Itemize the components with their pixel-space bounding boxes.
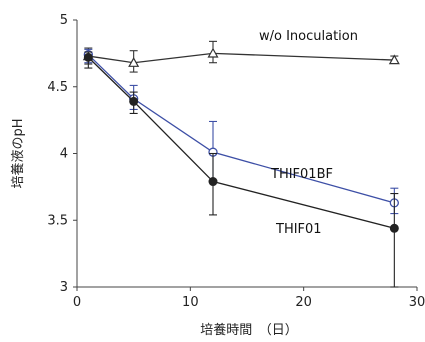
labels-layer: 培養時間 （日） 培養液のpH w/o Inoculation THIF01BF THI… [10,29,358,338]
x-tick-label: 20 [295,295,312,310]
x-axis-title: 培養時間 （日） [200,322,298,338]
y-tick-label: 4 [60,147,68,162]
data-point [128,56,140,67]
data-point [388,54,400,65]
x-tick-label: 10 [182,295,199,310]
series-label: THIF01 [275,222,322,237]
y-tick-label: 3 [60,280,68,295]
data-point [389,223,399,233]
data-point [208,177,218,187]
y-tick-label: 4.5 [47,80,68,95]
series-label: w/o Inoculation [259,29,358,44]
series-thif01 [83,51,399,288]
data-point [83,52,93,62]
y-axis-title: 培養液のpH [10,118,26,188]
x-tick-label: 0 [73,295,81,310]
series-label: THIF01BF [270,167,333,182]
data-point [129,96,139,106]
series-line [87,54,395,204]
series-layer [82,40,400,288]
data-point [207,47,219,58]
series-w-o-inoculation [82,40,400,73]
y-tick-label: 3.5 [47,213,68,228]
axes: 3 3.5 4 4.5 5 0 10 20 30 [47,13,425,310]
series-line [87,56,395,229]
x-tick-label: 30 [409,295,425,310]
y-tick-label: 5 [60,13,68,28]
series-line [88,52,395,64]
